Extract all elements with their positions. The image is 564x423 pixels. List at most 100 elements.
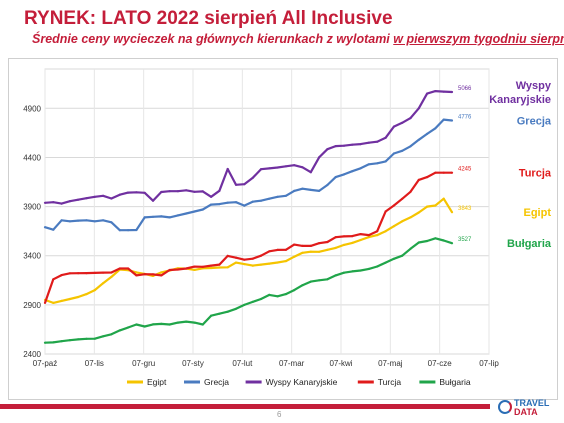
- data-point: [185, 212, 188, 215]
- data-point: [143, 273, 146, 276]
- footer-bar: [0, 404, 490, 409]
- data-point: [52, 341, 55, 344]
- data-point: [301, 284, 304, 287]
- data-point: [210, 264, 213, 267]
- x-tick-label: 07-mar: [279, 359, 305, 368]
- data-point: [218, 266, 221, 269]
- data-point: [318, 156, 321, 159]
- data-point: [93, 337, 96, 340]
- end-value-label: 4776: [458, 114, 472, 120]
- data-point: [376, 234, 379, 237]
- data-point: [102, 219, 105, 222]
- data-point: [309, 244, 312, 247]
- data-point: [210, 266, 213, 270]
- data-point: [193, 190, 196, 193]
- data-point: [135, 274, 138, 277]
- data-point: [442, 90, 445, 93]
- data-point: [259, 254, 263, 257]
- data-point: [226, 167, 229, 171]
- data-point: [259, 297, 263, 301]
- data-point: [118, 193, 121, 196]
- data-point: [218, 312, 221, 315]
- end-value-label: 5066: [458, 86, 472, 92]
- logo-line2: DATA: [514, 407, 538, 417]
- data-point: [168, 268, 171, 272]
- data-point: [102, 335, 105, 338]
- data-point: [68, 339, 71, 342]
- data-point: [384, 230, 387, 233]
- data-point: [334, 176, 337, 179]
- data-point: [426, 205, 429, 208]
- y-tick-label: 2900: [23, 301, 41, 310]
- data-point: [276, 166, 279, 169]
- data-point: [342, 243, 346, 246]
- legend-label: Wyspy Kanaryjskie: [266, 377, 338, 387]
- data-point: [52, 278, 55, 281]
- data-point: [160, 322, 163, 325]
- title: RYNEK: LATO 2022 sierpień All Inclusive: [24, 8, 393, 29]
- data-point: [259, 168, 263, 171]
- end-value-label: 3527: [458, 237, 472, 243]
- data-point: [93, 195, 96, 198]
- data-point: [367, 267, 370, 270]
- subtitle-text: Średnie ceny wycieczek na głównych kieru…: [32, 32, 394, 46]
- data-point: [193, 268, 196, 271]
- data-point: [309, 280, 312, 283]
- data-point: [268, 250, 271, 253]
- series-label: Kanaryjskie: [489, 94, 551, 106]
- data-point: [301, 251, 304, 254]
- data-point: [160, 190, 163, 194]
- data-point: [60, 340, 63, 343]
- series-label: Turcja: [519, 168, 552, 180]
- data-point: [334, 246, 337, 249]
- data-point: [293, 255, 296, 258]
- data-point: [85, 272, 88, 275]
- data-point: [43, 341, 47, 344]
- data-point: [392, 152, 395, 155]
- data-point: [284, 293, 287, 296]
- data-point: [409, 117, 412, 120]
- data-point: [442, 171, 445, 174]
- data-point: [143, 216, 146, 219]
- data-point: [77, 198, 80, 201]
- data-point: [135, 228, 138, 232]
- x-tick-label: 07-cze: [428, 359, 453, 368]
- data-point: [234, 183, 238, 186]
- end-value-label: 4245: [458, 167, 472, 173]
- data-point: [359, 233, 362, 236]
- data-point: [127, 229, 130, 232]
- x-tick-label: 07-gru: [132, 359, 155, 368]
- data-point: [268, 167, 271, 170]
- data-point: [326, 248, 329, 251]
- data-point: [176, 190, 179, 193]
- data-point: [226, 266, 229, 269]
- data-point: [409, 145, 412, 148]
- data-point: [102, 194, 105, 197]
- series-line-turcja: [43, 171, 452, 304]
- data-point: [193, 210, 196, 213]
- data-point: [301, 244, 304, 247]
- data-point: [351, 170, 354, 173]
- data-point: [268, 262, 271, 265]
- data-point: [301, 166, 304, 169]
- data-point: [309, 188, 312, 191]
- data-point: [342, 144, 346, 147]
- data-point: [351, 235, 354, 238]
- legend-label: Bułgaria: [439, 377, 470, 387]
- data-point: [210, 203, 213, 206]
- data-point: [234, 256, 238, 259]
- data-point: [367, 141, 370, 144]
- data-point: [168, 323, 171, 326]
- data-point: [185, 267, 188, 270]
- data-point: [359, 238, 362, 242]
- data-point: [417, 138, 420, 141]
- page-number: 6: [277, 410, 282, 419]
- data-point: [384, 160, 387, 163]
- data-point: [52, 301, 55, 304]
- data-point: [201, 265, 204, 268]
- data-point: [52, 201, 55, 204]
- data-point: [176, 321, 179, 324]
- data-point: [376, 140, 379, 143]
- data-point: [110, 271, 113, 274]
- y-tick-label: 2400: [23, 350, 41, 359]
